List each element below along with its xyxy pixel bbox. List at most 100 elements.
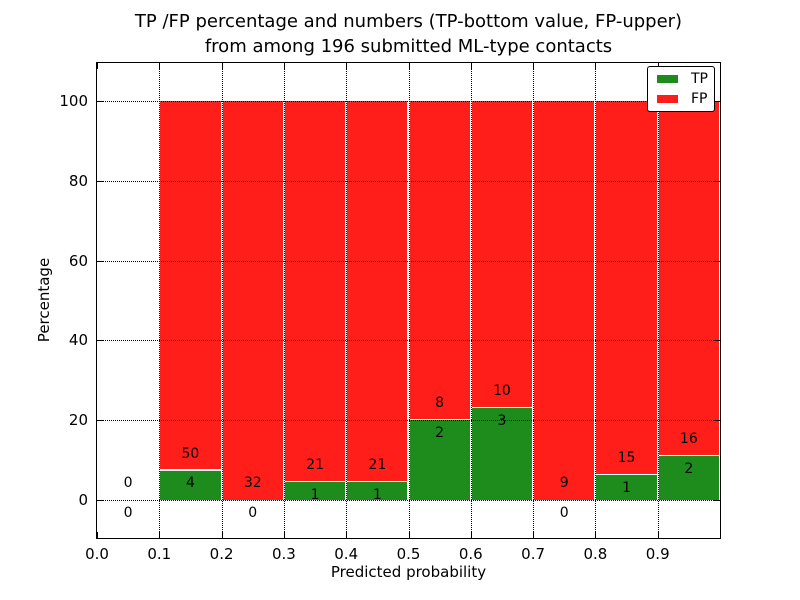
bar-segment-fp [658, 100, 719, 455]
x-tick-mark [346, 532, 348, 538]
y-tick-label: 20 [68, 411, 88, 430]
gridline-vertical [221, 63, 223, 538]
y-tick-mark-right [714, 500, 720, 502]
fp-count-label: 8 [435, 395, 445, 412]
legend-entry-fp: FP [657, 92, 714, 106]
x-tick-label: 0.7 [521, 545, 546, 563]
bar-segment-fp [471, 100, 533, 407]
bar-segment-tp [471, 407, 533, 501]
tp-count-label: 2 [435, 425, 445, 442]
bar-segment-fp [222, 100, 283, 501]
y-tick-label: 80 [68, 171, 88, 190]
tp-count-label: 0 [559, 504, 569, 521]
plot-area: TP FP 0.0 0.1 0.2 0.3 0.4 0.5 0.6 0.7 0.8 0.9 0 20 4… [59, 62, 721, 563]
bar-segment-tp [284, 481, 346, 501]
bar-segment-tp [596, 475, 657, 501]
gridline-vertical [346, 63, 348, 538]
gridline-vertical [408, 63, 410, 538]
y-tick-label: 60 [68, 251, 88, 270]
y-tick-label: 40 [68, 331, 88, 350]
x-axis-label: Predicted probability [330, 563, 487, 581]
bar-segment-fp [534, 100, 595, 501]
gridline-vertical [533, 63, 535, 538]
y-tick-mark-right [714, 420, 720, 422]
x-tick-mark [595, 532, 597, 538]
x-tick-mark-top [97, 63, 98, 69]
tp-count-label: 0 [248, 504, 258, 521]
x-tick-label: 0.4 [334, 545, 359, 563]
bar-segment-tp [347, 481, 408, 501]
bar-segment-fp [160, 100, 221, 470]
tp-count-label: 0 [123, 504, 133, 521]
fp-count-label: 9 [559, 475, 569, 492]
fp-count-label: 21 [306, 457, 324, 474]
y-tick-mark-right [714, 180, 720, 182]
y-tick-label: 100 [59, 91, 88, 110]
gridline-vertical [657, 63, 659, 538]
fp-count-label: 21 [368, 457, 387, 474]
y-tick-mark [97, 340, 103, 342]
x-tick-mark-top [346, 63, 348, 69]
bar-segment-tp [160, 470, 221, 501]
fp-count-label: 15 [617, 450, 636, 467]
y-tick-mark-right [714, 100, 720, 102]
x-tick-label: 0.2 [209, 545, 234, 563]
x-tick-mark [97, 532, 98, 538]
x-tick-label: 0.5 [396, 545, 421, 563]
tp-count-label: 2 [684, 460, 694, 477]
gridline-vertical [159, 63, 161, 538]
y-tick-mark [97, 100, 103, 102]
gridline-vertical [283, 63, 285, 538]
chart-title: TP /FP percentage and numbers (TP-bottom… [96, 9, 721, 59]
chart-title-line-1: TP /FP percentage and numbers (TP-bottom… [134, 11, 683, 32]
tp-count-label: 4 [185, 475, 195, 492]
fp-count-label: 50 [181, 445, 200, 462]
y-tick-mark [97, 180, 103, 182]
legend: TP FP [647, 66, 715, 112]
x-tick-label: 0.8 [583, 545, 608, 563]
x-tick-mark-top [470, 63, 472, 69]
x-tick-mark [657, 532, 659, 538]
x-tick-mark [408, 532, 410, 538]
x-tick-label: 0.9 [645, 545, 670, 563]
x-tick-mark-top [595, 63, 597, 69]
chart-title-line-2: from among 196 submitted ML-type contact… [204, 36, 613, 57]
x-tick-mark-top [408, 63, 410, 69]
bar-segment-tp [658, 455, 719, 501]
gridline-vertical [595, 63, 597, 538]
x-tick-mark [533, 532, 535, 538]
tp-count-label: 1 [622, 479, 632, 496]
legend-label-tp: TP [691, 71, 708, 87]
x-tick-mark [283, 532, 285, 538]
y-tick-mark [97, 420, 103, 422]
fp-count-label: 16 [679, 430, 698, 447]
y-tick-label: 0 [78, 491, 88, 510]
gridline-vertical [470, 63, 472, 538]
x-tick-label: 0.1 [147, 545, 172, 563]
x-tick-mark-top [533, 63, 535, 69]
x-tick-mark [221, 532, 223, 538]
y-axis-label: Percentage [35, 257, 53, 343]
bar-segment-fp [284, 100, 346, 481]
x-tick-label: 0.3 [271, 545, 296, 563]
x-tick-label: 0.0 [85, 545, 109, 563]
bar-segment-fp [409, 100, 470, 420]
tp-count-label: 1 [372, 486, 382, 503]
bar-segment-tp [409, 420, 470, 501]
tp-color-swatch [657, 75, 678, 83]
bar-segment-fp [347, 100, 408, 481]
tp-count-label: 3 [497, 412, 507, 429]
fp-count-label: 32 [243, 475, 262, 492]
y-tick-mark [97, 500, 103, 502]
tp-count-label: 1 [310, 486, 320, 503]
bar-segment-fp [596, 100, 657, 475]
fp-color-swatch [657, 95, 678, 103]
x-tick-mark [159, 532, 161, 538]
fp-count-label: 10 [493, 383, 511, 400]
x-tick-mark-top [221, 63, 223, 69]
x-tick-label: 0.6 [458, 545, 483, 563]
legend-label-fp: FP [691, 91, 708, 107]
y-tick-mark-right [714, 340, 720, 342]
x-tick-mark-top [159, 63, 161, 69]
